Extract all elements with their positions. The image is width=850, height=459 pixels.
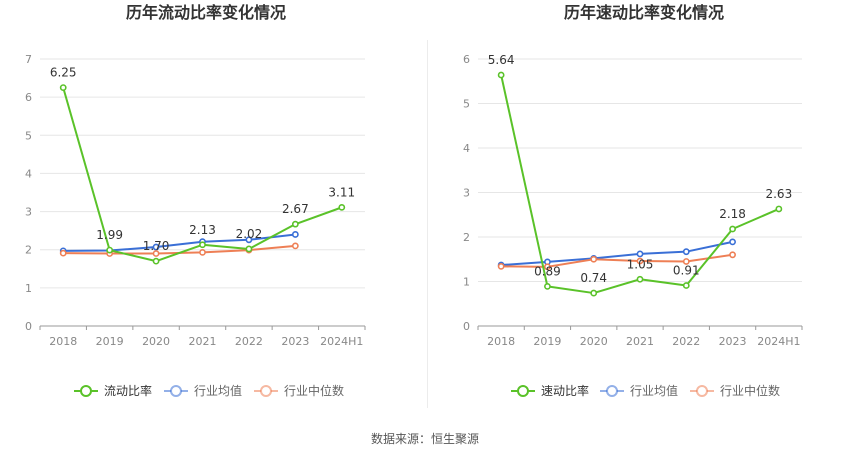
- data-point: [682, 282, 690, 289]
- data-label: 1.05: [627, 257, 654, 271]
- legend-label: 行业均值: [194, 383, 242, 398]
- data-point: [199, 248, 206, 256]
- chart-title: 历年速动比率变化情况: [564, 3, 724, 22]
- x-tick-label: 2022: [672, 335, 700, 348]
- legend-marker: [606, 385, 618, 397]
- series-line: [63, 233, 296, 252]
- data-label: 0.89: [534, 264, 561, 278]
- x-tick-label: 2020: [580, 335, 608, 348]
- legend-marker: [517, 385, 529, 397]
- data-point: [152, 250, 160, 257]
- y-tick-label: 2: [25, 244, 32, 257]
- data-label: 2.63: [765, 187, 792, 201]
- data-point: [338, 203, 346, 211]
- data-point: [590, 255, 598, 263]
- data-point: [729, 225, 736, 233]
- series-line: [501, 240, 733, 267]
- series-line: [501, 253, 733, 268]
- legend-label: 速动比率: [541, 383, 589, 398]
- y-tick-label: 4: [463, 142, 470, 155]
- y-tick-label: 0: [463, 320, 470, 333]
- legend-marker: [696, 385, 708, 397]
- data-point: [199, 241, 206, 249]
- x-tick-label: 2021: [626, 335, 654, 348]
- data-point: [729, 251, 736, 259]
- data-point: [636, 257, 644, 265]
- data-point: [291, 242, 299, 250]
- data-point: [497, 262, 505, 270]
- x-tick-label: 2023: [281, 335, 309, 348]
- data-point: [729, 238, 736, 246]
- data-label: 2.18: [719, 207, 746, 221]
- data-label: 5.64: [488, 53, 515, 67]
- y-tick-label: 1: [463, 276, 470, 289]
- data-point: [59, 249, 67, 257]
- x-tick-label: 2020: [142, 335, 170, 348]
- legend-marker: [260, 385, 272, 397]
- y-tick-label: 5: [25, 129, 32, 142]
- data-point: [106, 246, 114, 254]
- legend-label: 行业中位数: [720, 383, 780, 398]
- data-point: [291, 231, 299, 238]
- data-point: [245, 245, 253, 253]
- y-tick-label: 6: [25, 91, 32, 104]
- data-source-label: 数据来源：恒生聚源: [370, 432, 479, 446]
- data-point: [682, 258, 690, 265]
- y-tick-label: 7: [25, 53, 32, 66]
- legend-marker: [170, 385, 182, 397]
- x-tick-label: 2024H1: [757, 335, 800, 348]
- data-label: 0.74: [580, 271, 607, 285]
- y-tick-label: 1: [25, 282, 32, 295]
- data-point: [544, 263, 551, 271]
- x-tick-label: 2019: [533, 335, 561, 348]
- x-tick-label: 2024H1: [320, 335, 363, 348]
- data-label: 6.25: [50, 66, 77, 80]
- data-point: [152, 243, 160, 251]
- y-tick-label: 3: [25, 206, 32, 219]
- x-tick-label: 2021: [189, 335, 217, 348]
- y-tick-label: 6: [463, 53, 470, 66]
- y-tick-label: 2: [463, 231, 470, 244]
- data-label: 1.70: [143, 239, 170, 253]
- data-label: 2.02: [236, 227, 263, 241]
- x-tick-label: 2018: [49, 335, 77, 348]
- data-label: 2.13: [189, 223, 216, 237]
- data-point: [636, 250, 644, 258]
- data-point: [682, 248, 690, 256]
- data-label: 2.67: [282, 202, 309, 216]
- data-point: [59, 84, 67, 92]
- data-point: [636, 275, 644, 283]
- x-tick-label: 2018: [487, 335, 515, 348]
- panel-divider: [427, 40, 428, 408]
- chart-title: 历年流动比率变化情况: [126, 3, 286, 22]
- data-label: 3.11: [328, 185, 355, 199]
- x-tick-label: 2019: [96, 335, 124, 348]
- y-tick-label: 5: [463, 98, 470, 111]
- legend-label: 行业中位数: [284, 383, 344, 398]
- y-tick-label: 4: [25, 167, 32, 180]
- legend-marker: [80, 385, 92, 397]
- data-point: [291, 220, 299, 228]
- data-point: [775, 205, 783, 213]
- data-label: 0.91: [673, 264, 700, 278]
- x-tick-label: 2023: [719, 335, 747, 348]
- legend-label: 行业均值: [630, 383, 678, 398]
- data-label: 1.99: [96, 228, 123, 242]
- data-point: [152, 257, 160, 265]
- legend-label: 流动比率: [104, 383, 152, 398]
- y-tick-label: 3: [463, 187, 470, 200]
- data-point: [497, 71, 505, 79]
- data-point: [590, 289, 598, 297]
- data-point: [245, 236, 253, 244]
- data-point: [544, 282, 551, 290]
- x-tick-label: 2022: [235, 335, 263, 348]
- y-tick-label: 0: [25, 320, 32, 333]
